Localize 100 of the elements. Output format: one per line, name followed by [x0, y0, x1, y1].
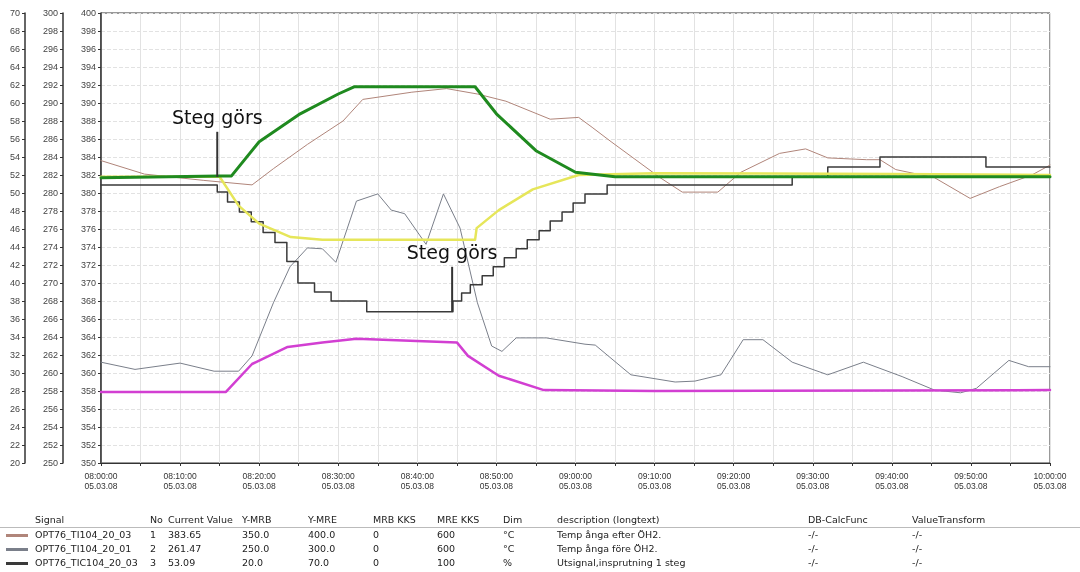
y-tick-label: 66: [9, 44, 20, 54]
text: description (longtext): [557, 514, 660, 525]
y2-tick-label: 280: [42, 188, 58, 198]
legend-label: OPT76_TIC104_20_03: [35, 557, 138, 568]
text: 3: [150, 557, 157, 568]
text: Temp ånga efter ÖH2.: [557, 529, 662, 540]
y3-tick-label: 354: [80, 422, 96, 432]
x-tick-label: 09:40:00 05.03.08: [875, 471, 909, 491]
y-tick-label: 40: [9, 278, 20, 288]
legend-label: OPT76_TI104_20_01: [35, 543, 132, 554]
text: Dim: [503, 514, 523, 525]
y2-tick-label: 282: [42, 170, 58, 180]
y2-tick-label: 268: [42, 296, 58, 306]
annotation: Steg görs: [406, 241, 498, 264]
y2-tick-label: 284: [42, 152, 58, 162]
x-tick-label: 08:00:00 05.03.08: [84, 471, 118, 491]
text: 383.65: [168, 529, 202, 540]
y2-tick-label: 270: [42, 278, 58, 288]
y3-tick-label: 390: [80, 98, 96, 108]
text: Y-MRB: [242, 514, 272, 525]
y2-tick-label: 292: [42, 80, 58, 90]
y2-tick-label: 288: [42, 116, 58, 126]
y2-tick-label: 274: [42, 242, 58, 252]
y3-tick-label: 398: [80, 26, 96, 36]
y-tick-label: 62: [9, 80, 20, 90]
y3-tick-label: 386: [80, 134, 96, 144]
text: 20.0: [242, 557, 264, 568]
y3-tick-label: 360: [80, 368, 96, 378]
y3-tick-label: 374: [80, 242, 96, 252]
text: Current Value: [168, 514, 233, 525]
y-tick-label: 24: [9, 422, 20, 432]
y-tick-label: 52: [9, 170, 20, 180]
annotation: Steg görs: [171, 106, 263, 129]
y3-tick-label: 384: [80, 152, 96, 162]
text: MRB KKS: [373, 514, 416, 525]
y2-tick-label: 254: [42, 422, 58, 432]
x-tick-label: 09:30:00 05.03.08: [796, 471, 830, 491]
y2-tick-label: 266: [42, 314, 58, 324]
text: ValueTransform: [912, 514, 986, 525]
text: 0: [373, 543, 380, 554]
y-tick-label: 50: [9, 188, 20, 198]
text: 1: [150, 529, 157, 540]
text: -/-: [912, 529, 923, 540]
text: Utsignal,insprutning 1 steg: [557, 557, 686, 568]
text: Y-MRE: [308, 514, 337, 525]
y2-tick-label: 294: [42, 62, 58, 72]
y-tick-label: 22: [9, 440, 20, 450]
text: 250.0: [242, 543, 270, 554]
text: 100: [437, 557, 456, 568]
text: 261.47: [168, 543, 202, 554]
y2-tick-label: 258: [42, 386, 58, 396]
y-tick-label: 46: [9, 224, 20, 234]
y2-tick-label: 276: [42, 224, 58, 234]
y-tick-label: 30: [9, 368, 20, 378]
y-tick-label: 32: [9, 350, 20, 360]
y3-tick-label: 378: [80, 206, 96, 216]
text: 300.0: [308, 543, 336, 554]
y2-tick-label: 264: [42, 332, 58, 342]
y3-tick-label: 400: [80, 8, 96, 18]
y-tick-label: 64: [9, 62, 20, 72]
text: MRE KKS: [437, 514, 480, 525]
y-tick-label: 36: [9, 314, 20, 324]
y2-tick-label: 250: [42, 458, 58, 468]
y3-tick-label: 362: [80, 350, 96, 360]
text: 53.09: [168, 557, 196, 568]
y3-tick-label: 388: [80, 116, 96, 126]
text: -/-: [808, 529, 819, 540]
x-tick-label: 08:50:00 05.03.08: [479, 471, 514, 491]
y-tick-label: 56: [9, 134, 20, 144]
y-tick-label: 48: [9, 206, 20, 216]
x-tick-label: 08:10:00 05.03.08: [163, 471, 197, 491]
text: DB-CalcFunc: [808, 514, 868, 525]
y3-tick-label: 382: [80, 170, 96, 180]
y-tick-label: 68: [9, 26, 20, 36]
x-tick-label: 09:50:00 05.03.08: [954, 471, 988, 491]
text: 0: [373, 529, 380, 540]
legend-label: OPT76_TI104_20_03: [35, 529, 132, 540]
y-tick-label: 58: [9, 116, 20, 126]
y-tick-label: 54: [9, 152, 20, 162]
x-tick-label: 09:10:00 05.03.08: [638, 471, 672, 491]
y3-tick-label: 366: [80, 314, 96, 324]
x-tick-label: 08:30:00 05.03.08: [321, 471, 356, 491]
y2-tick-label: 298: [42, 26, 58, 36]
y2-tick-label: 300: [42, 8, 58, 18]
text: °C: [503, 543, 515, 554]
text: %: [503, 557, 513, 568]
x-tick-label: 08:20:00 05.03.08: [242, 471, 276, 491]
y3-tick-label: 372: [80, 260, 96, 270]
y2-tick-label: 278: [42, 206, 58, 216]
y3-tick-label: 380: [80, 188, 96, 198]
x-tick-label: 10:00:00 05.03.08: [1033, 471, 1067, 491]
y2-tick-label: 290: [42, 98, 58, 108]
y-tick-label: 38: [9, 296, 20, 306]
text: 2: [150, 543, 157, 554]
y-tick-label: 34: [9, 332, 20, 342]
text: 0: [373, 557, 380, 568]
text: No: [150, 514, 163, 525]
text: 400.0: [308, 529, 336, 540]
text: -/-: [912, 557, 923, 568]
text: Signal: [35, 514, 65, 525]
